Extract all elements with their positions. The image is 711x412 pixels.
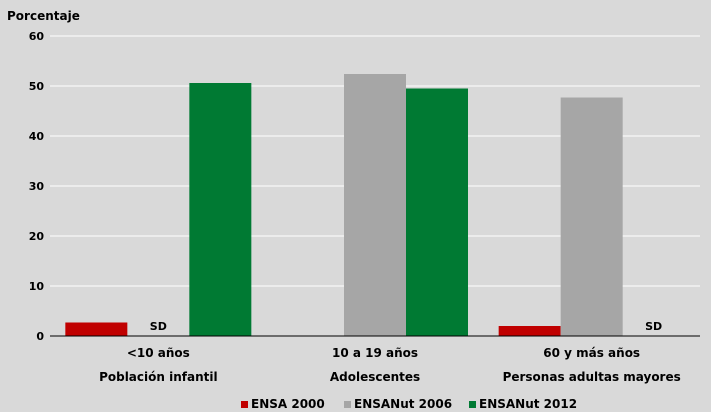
legend-label: ENSA 2000: [251, 397, 325, 411]
annotations: SD SD: [150, 320, 662, 333]
legend: ENSA 2000 ENSANut 2006 ENSANut 2012: [241, 397, 577, 411]
sd-annotation: SD: [645, 320, 662, 333]
category-sublabel: Personas adultas mayores: [503, 370, 681, 384]
legend-swatch: [344, 401, 351, 408]
category-label: 60 y más años: [543, 346, 640, 360]
bar: [498, 326, 561, 336]
legend-swatch: [241, 401, 248, 408]
bar: [65, 322, 128, 336]
category-label: 10 a 19 años: [332, 346, 418, 360]
bar: [189, 83, 252, 336]
bar: [344, 74, 406, 336]
sd-annotation: SD: [150, 320, 167, 333]
category-sublabel: Población infantil: [99, 370, 218, 384]
y-tick-label: 30: [29, 180, 45, 193]
y-axis-label: Porcentaje: [7, 9, 80, 23]
category-labels: <10 años Población infantil 10 a 19 años Ad…: [99, 346, 681, 384]
legend-label: ENSANut 2006: [354, 397, 452, 411]
y-tick-label: 0: [36, 330, 44, 343]
y-tick-label: 20: [29, 230, 45, 243]
bars: [65, 74, 623, 336]
y-tick-label: 60: [29, 30, 45, 43]
bar: [406, 88, 468, 336]
y-tick-label: 50: [29, 80, 45, 93]
legend-label: ENSANut 2012: [479, 397, 577, 411]
y-tick-label: 10: [29, 280, 45, 293]
category-label: <10 años: [127, 346, 190, 360]
bar: [560, 97, 623, 336]
category-sublabel: Adolescentes: [330, 370, 420, 384]
y-ticks: 0 10 20 30 40 50 60: [29, 30, 45, 343]
y-tick-label: 40: [29, 130, 45, 143]
legend-swatch: [469, 401, 476, 408]
